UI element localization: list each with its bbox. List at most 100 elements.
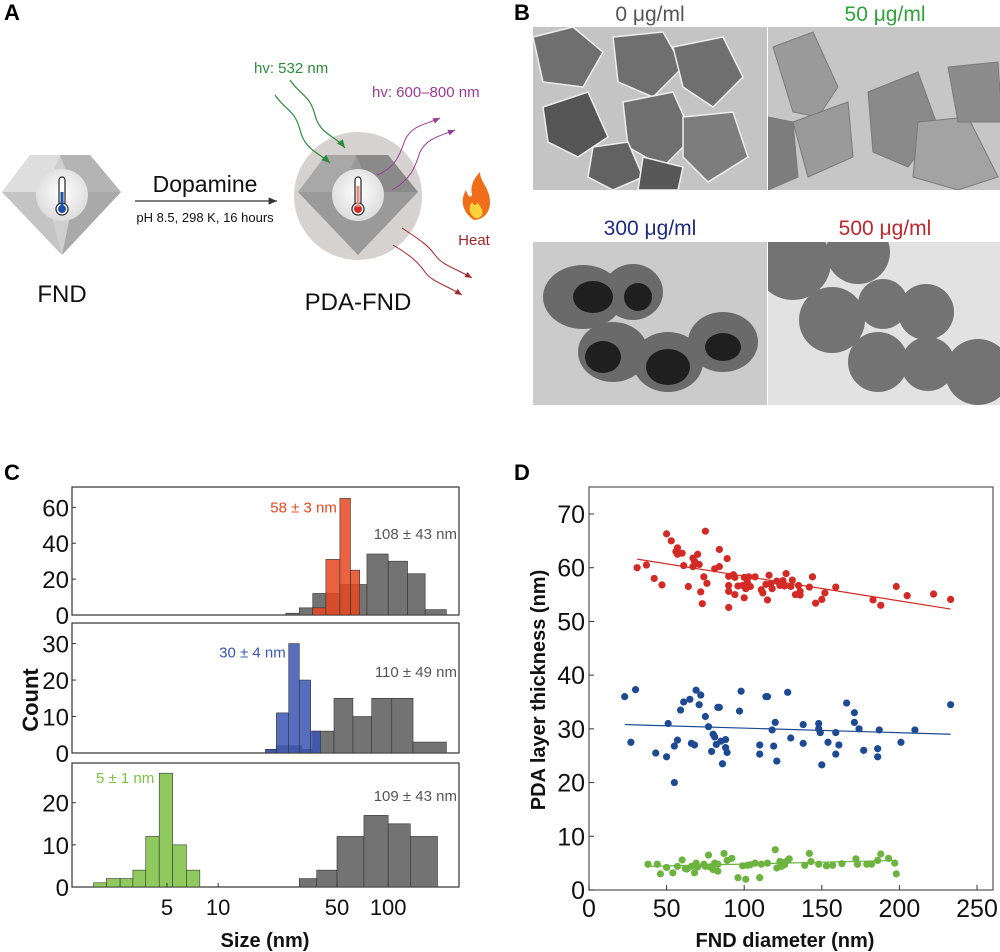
d-point [860,746,868,754]
c-y-tick-label: 10 [42,833,69,860]
c-hist-bar [265,749,277,754]
d-x-tick-label: 150 [801,895,843,923]
d-point [678,549,686,557]
d-point [663,530,671,538]
d-point [784,688,792,696]
d-point [756,750,764,758]
d-point [737,687,745,695]
d-point [765,571,773,579]
d-point [874,753,882,761]
d-point [911,726,919,734]
d-point [768,726,776,734]
d-point [787,734,795,742]
c-hist-bar [366,553,389,616]
d-point [763,596,772,604]
d-point [670,778,678,787]
d-point [832,750,840,758]
d-point [787,582,795,591]
c-hist-bar [93,882,107,888]
d-point [715,703,723,711]
emission-arrow [391,129,456,191]
conditions-label: pH 8.5, 298 K, 16 hours [136,210,274,225]
d-point [684,582,692,591]
d-point [773,757,781,765]
d-point [728,854,736,862]
c-y-tick-label: 30 [42,632,69,659]
d-point [807,857,815,866]
d-point [656,870,664,878]
c-hist-bar [172,844,187,888]
thermometer-cold-icon [55,176,69,216]
d-x-axis-label: FND diameter (nm) [696,930,875,952]
d-y-tick-label: 40 [557,662,585,690]
d-point [751,859,759,867]
panel-c-histograms: Size (nm) Count 108 ± 43 nm 58 ± 3 nm 0 20 4… [18,486,460,952]
c-subplot-frame [71,762,460,888]
tem-title-50: 50 μg/ml [844,3,926,26]
d-point [670,742,678,750]
c-y-tick-label: 0 [56,875,69,902]
c-y-tick-label: 0 [56,741,69,768]
d-point [714,867,722,875]
c-y-tick-label: 40 [42,531,69,558]
d-point [686,695,694,703]
d-point [678,856,686,864]
d-x-tick-label: 0 [582,895,596,923]
c-y-tick-label: 20 [42,567,69,594]
d-point [725,581,733,590]
d-point [869,596,877,604]
d-point [663,753,671,761]
c-hist-bar [145,836,160,888]
d-point [652,749,660,757]
c-hist-bar [298,607,314,616]
d-point [780,582,789,590]
d-point [746,582,755,591]
d-fit-line [624,723,951,735]
d-x-tick-label: 200 [879,895,921,923]
d-point [829,861,837,869]
c-hist-bar [106,878,121,888]
c-subplot-frame [71,486,460,616]
d-point [692,686,700,694]
d-point [725,587,733,595]
d-point [718,760,727,768]
d-point [704,851,713,859]
d-point [723,748,731,757]
d-point [892,582,900,591]
d-point [771,718,779,727]
c-y-tick-label: 60 [42,495,69,522]
d-point [763,693,772,701]
panel-d-scatter: FND diameter (nm) PDA layer thickness (n… [528,486,998,952]
c-hist-bar [412,741,447,754]
d-point [676,706,685,714]
d-point [815,719,823,728]
d-point [892,870,900,878]
c-x-tick-label: 100 [370,895,407,920]
c-annotation: 110 ± 49 nm [375,664,457,681]
tem-title-300: 300 μg/ml [603,217,697,240]
c-annotation: 30 ± 4 nm [219,645,286,662]
d-point [673,862,682,870]
d-point [808,573,817,581]
d-point [700,573,708,581]
c-hist-bar [119,878,134,888]
d-point [694,550,702,558]
d-point [891,859,899,867]
d-point [715,545,723,554]
pda-fnd-label: PDA-FND [305,289,412,316]
emission-arrow [376,117,441,176]
d-point [785,855,793,863]
d-y-tick-label: 70 [557,501,585,529]
c-hist-bar [276,712,290,754]
c-hist-bar [285,612,300,616]
c-hist-bar [339,498,351,616]
d-point [867,860,876,868]
d-point [805,849,813,858]
d-point [947,595,955,604]
d-point [673,544,682,552]
tem-title-500: 500 μg/ml [838,217,932,240]
d-point [832,729,840,737]
d-y-tick-label: 0 [571,877,585,905]
d-point [725,603,733,612]
c-hist-bar [288,643,300,754]
